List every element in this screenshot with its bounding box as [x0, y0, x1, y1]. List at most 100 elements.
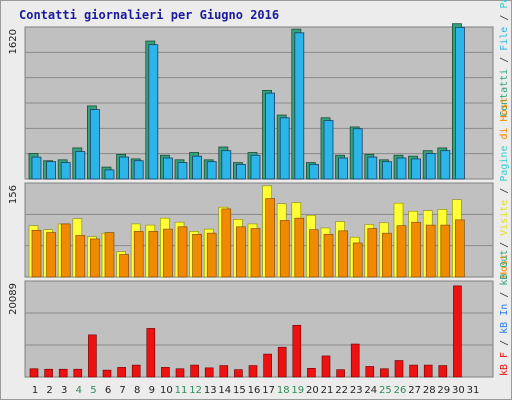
- bar-host: [396, 225, 407, 278]
- x-tick-label: 20: [306, 385, 319, 396]
- x-tick-label: 8: [134, 385, 140, 396]
- bar-kbf: [350, 343, 360, 378]
- bar-kbf: [219, 365, 229, 378]
- bar-host: [177, 226, 188, 278]
- bar-host: [265, 198, 275, 278]
- bar-host: [133, 231, 144, 278]
- legend-entry: kB F: [499, 351, 510, 376]
- legend-entry: File: [499, 26, 510, 51]
- bar-file: [235, 163, 246, 180]
- bar-file: [46, 161, 56, 180]
- bar-file: [425, 153, 436, 180]
- bar-kbf: [277, 346, 287, 378]
- bar-kbf: [248, 365, 258, 378]
- bar-host: [294, 217, 305, 278]
- bar-kbf: [146, 328, 156, 378]
- bar-kbf: [409, 364, 418, 378]
- bar-file: [454, 26, 465, 180]
- bar-kbf: [102, 369, 112, 378]
- bar-host: [309, 229, 319, 278]
- bar-kbf: [307, 367, 316, 378]
- bar-file: [250, 154, 261, 180]
- bar-kbf: [175, 368, 185, 378]
- bar-file: [206, 161, 217, 180]
- x-tick-label: 21: [321, 385, 334, 396]
- bar-host: [382, 232, 392, 278]
- bar-kbf: [204, 367, 214, 378]
- bar-host: [455, 219, 465, 278]
- bar-kbf: [453, 285, 462, 378]
- bar-kbf: [321, 355, 331, 378]
- bar-host: [90, 238, 100, 278]
- x-tick-label: 24: [364, 385, 377, 396]
- x-tick-label: 25: [379, 385, 392, 396]
- bar-host: [148, 231, 159, 278]
- bar-kbf: [190, 364, 199, 378]
- bar-file: [221, 150, 232, 180]
- bar-host: [250, 228, 261, 278]
- bar-host: [163, 228, 173, 278]
- legend-entry: /: [499, 181, 510, 200]
- bar-file: [440, 150, 451, 180]
- x-tick-label: 14: [218, 385, 231, 396]
- bar-file: [133, 160, 144, 180]
- bar-kbf: [117, 367, 126, 378]
- legend-entry: kB In: [499, 303, 510, 334]
- panel-middle: 156: [8, 182, 494, 278]
- x-tick-label: 4: [76, 385, 82, 396]
- bar-file: [396, 157, 407, 180]
- bar-kbf: [423, 364, 433, 378]
- bar-file: [31, 156, 42, 180]
- bar-kbf: [292, 324, 302, 378]
- x-tick-label: 31: [467, 385, 480, 396]
- legend-entry: /: [499, 333, 510, 352]
- x-axis-labels: 1 2 3 4 5 6 7 8 9 10 11 12 13 14 15 16 17 18 19 20 21 22 23 24 2…: [32, 385, 480, 396]
- bar-kbf: [29, 368, 39, 378]
- panel-bottom: 20089: [8, 280, 494, 378]
- bar-file: [104, 169, 115, 180]
- x-tick-label: 23: [350, 385, 363, 396]
- x-tick-label: 2: [46, 385, 52, 396]
- legend-entry: Pagine: [499, 0, 510, 9]
- x-tick-label: 3: [61, 385, 67, 396]
- bar-file: [323, 120, 334, 180]
- panel-background: [24, 280, 494, 378]
- bar-host: [206, 232, 217, 278]
- bar-file: [367, 156, 378, 180]
- bar-host: [236, 226, 246, 278]
- bar-kbf: [380, 368, 389, 378]
- legend-entry: kB Out: [499, 249, 510, 286]
- x-tick-label: 30: [452, 385, 465, 396]
- bar-host: [46, 232, 56, 278]
- bar-host: [75, 235, 86, 278]
- bar-kbf: [131, 364, 141, 378]
- bar-kbf: [234, 369, 243, 378]
- bar-kbf: [438, 365, 448, 378]
- x-tick-label: 7: [119, 385, 125, 396]
- x-tick-label: 13: [204, 385, 217, 396]
- y-max-label: 1620: [8, 29, 19, 54]
- x-tick-label: 26: [394, 385, 407, 396]
- bar-file: [352, 128, 363, 180]
- bar-host: [425, 224, 436, 278]
- bar-host: [279, 220, 290, 278]
- bar-kbf: [73, 368, 83, 378]
- bar-kbf: [263, 353, 272, 378]
- x-tick-label: 19: [291, 385, 304, 396]
- x-tick-label: 27: [408, 385, 421, 396]
- x-tick-label: 28: [423, 385, 436, 396]
- bar-file: [192, 155, 203, 180]
- bar-file: [119, 156, 129, 180]
- bar-host: [323, 234, 334, 278]
- bar-host: [338, 230, 348, 278]
- bar-file: [338, 157, 349, 180]
- legend-entry: di Host: [499, 97, 510, 146]
- bar-host: [367, 228, 378, 278]
- legend-entry: /: [499, 285, 510, 304]
- legend-entry: Visite: [499, 199, 510, 236]
- bar-kbf: [58, 368, 68, 378]
- x-tick-label: 9: [149, 385, 155, 396]
- bar-host: [31, 229, 42, 278]
